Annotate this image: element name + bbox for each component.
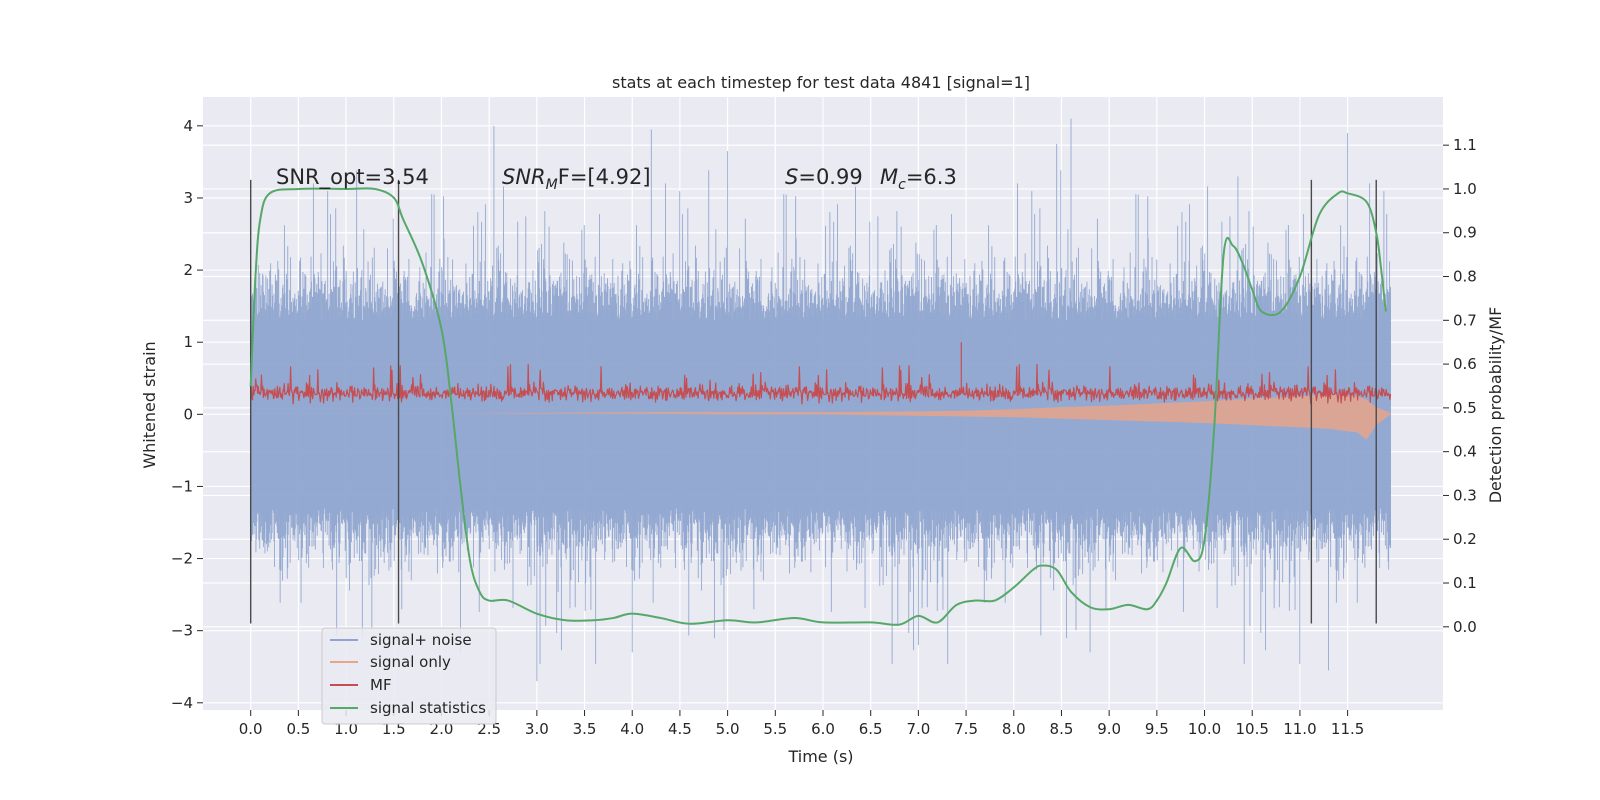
annotation-mc-subscript: c (898, 177, 906, 193)
x-tick-label: 11.5 (1331, 720, 1364, 738)
x-tick-label: 4.5 (668, 720, 692, 738)
y-axis-ticks: 4 3 2 1 0 −1 −2 −3 −4 (171, 117, 203, 712)
y-tick-label: −2 (171, 550, 193, 568)
x-tick-label: 8.5 (1050, 720, 1074, 738)
mf-series (250, 342, 1392, 405)
legend-label-signal-only: signal only (370, 653, 451, 671)
chart-title: stats at each timestep for test data 484… (612, 73, 1030, 92)
x-tick-label: 3.0 (525, 720, 549, 738)
y-right-tick-label: 0.3 (1453, 486, 1477, 504)
vertical-markers (249, 179, 1377, 624)
y-right-tick-label: 0.8 (1453, 268, 1477, 286)
annotation-mc-symbol: M (880, 165, 898, 189)
x-tick-label: 9.0 (1097, 720, 1121, 738)
y-right-tick-label: 0.9 (1453, 224, 1477, 242)
x-axis-title: Time (s) (787, 747, 853, 766)
x-tick-label: 5.0 (716, 720, 740, 738)
x-tick-label: 3.5 (573, 720, 597, 738)
x-tick-label: 8.0 (1002, 720, 1026, 738)
annotation-s-symbol: S (785, 165, 798, 189)
y-right-tick-label: 0.7 (1453, 311, 1477, 329)
y-right-tick-label: 1.1 (1453, 136, 1477, 154)
signal-only-area (250, 394, 1391, 440)
x-tick-label: 5.5 (763, 720, 787, 738)
x-tick-label: 10.5 (1236, 720, 1269, 738)
annotation-s-value: =0.99 (798, 165, 862, 189)
x-tick-label: 7.0 (906, 720, 930, 738)
y-right-tick-label: 0.1 (1453, 574, 1477, 592)
y-right-tick-label: 0.4 (1453, 443, 1477, 461)
y-axis-right-title: Detection probability/MF (1486, 307, 1505, 504)
x-tick-label: 6.0 (811, 720, 835, 738)
y-right-tick-label: 0.6 (1453, 355, 1477, 373)
x-tick-label: 4.0 (620, 720, 644, 738)
x-tick-label: 9.5 (1145, 720, 1169, 738)
y-tick-label: 1 (183, 333, 193, 351)
x-tick-label: 6.5 (859, 720, 883, 738)
y-tick-label: −4 (171, 694, 193, 712)
annotation-snr-opt: SNR_opt=3.54 (276, 165, 429, 190)
signal-statistics-line (249, 187, 1387, 626)
y-tick-label: 3 (183, 189, 193, 207)
y-axis-right-ticks: 1.1 1.0 0.9 0.8 0.7 0.6 0.5 0.4 0.3 0.2 0.1 0.0 (1443, 136, 1477, 636)
mf-line (250, 342, 1392, 405)
signal-only-series (250, 394, 1391, 440)
y-right-tick-label: 1.0 (1453, 180, 1477, 198)
annotation-mc-value: =6.3 (906, 165, 957, 189)
x-axis-ticks: 0.0 0.5 1.0 1.5 2.0 2.5 3.0 3.5 4.0 4.5 5.0 5.5 6.0 6… (239, 710, 1364, 738)
legend-label-mf: MF (370, 676, 392, 694)
x-tick-label: 11.0 (1283, 720, 1316, 738)
legend-box (321, 627, 497, 725)
x-tick-label: 10.0 (1188, 720, 1221, 738)
x-tick-label: 0.5 (286, 720, 310, 738)
y-tick-label: 0 (183, 405, 193, 423)
y-tick-label: −1 (171, 477, 193, 495)
y-axis-title: Whitened strain (140, 341, 159, 468)
signal-statistics-series (249, 187, 1387, 626)
legend: signal+ noise signal only MF signal stat… (321, 627, 497, 725)
annotation-s: S=0.99 (785, 165, 863, 189)
y-right-tick-label: 0.0 (1453, 618, 1477, 636)
annotation-snr-mf-symbol: SNR (502, 165, 546, 189)
annotation-snr-mf-value: F=[4.92] (558, 165, 651, 189)
y-tick-label: −3 (171, 622, 193, 640)
y-right-tick-label: 0.2 (1453, 530, 1477, 548)
x-tick-label: 7.5 (954, 720, 978, 738)
y-tick-label: 4 (183, 117, 193, 135)
y-tick-label: 2 (183, 261, 193, 279)
annotation-snr-mf-subscript: M (546, 177, 558, 193)
legend-label-signal-noise: signal+ noise (370, 631, 472, 649)
y-right-tick-label: 0.5 (1453, 399, 1477, 417)
x-tick-label: 0.0 (239, 720, 263, 738)
annotation-mc: Mc=6.3 (880, 165, 957, 193)
legend-label-signal-statistics: signal statistics (370, 699, 486, 717)
annotation-snr-mf: SNRMF=[4.92] (502, 165, 651, 193)
